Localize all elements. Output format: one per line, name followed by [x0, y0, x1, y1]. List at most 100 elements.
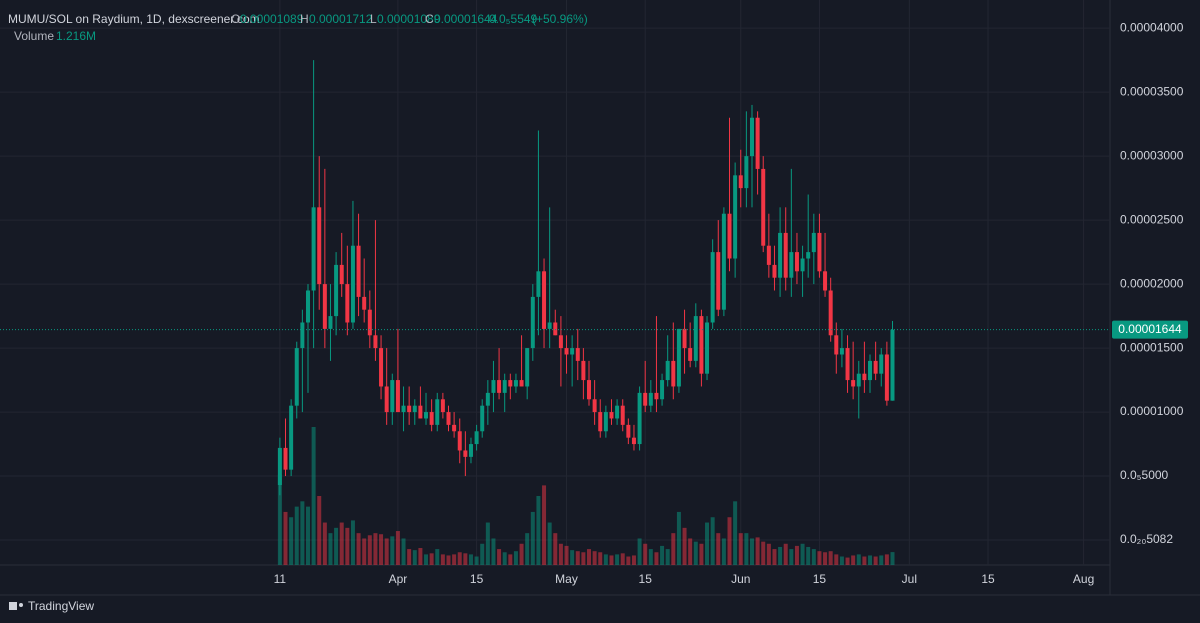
- candle-body: [727, 213, 732, 259]
- candle-body: [395, 380, 400, 413]
- x-tick-label: 11: [274, 572, 287, 586]
- legend-low: 0.00001089: [377, 12, 441, 26]
- volume-bar: [283, 511, 288, 565]
- volume-bar: [626, 556, 631, 565]
- candle-body: [811, 232, 816, 253]
- volume-bar: [322, 522, 327, 565]
- candle-body: [851, 380, 856, 387]
- x-tick-label: 15: [639, 572, 653, 586]
- candle-body: [407, 405, 412, 413]
- candle-body: [345, 284, 350, 323]
- candle-body: [564, 348, 569, 355]
- volume-bar: [356, 533, 361, 565]
- candle-body: [890, 329, 895, 401]
- volume-bar: [868, 555, 873, 565]
- volume-bar: [851, 555, 856, 565]
- candle-body: [609, 412, 614, 419]
- x-tick-label: 15: [470, 572, 484, 586]
- candle-body: [289, 405, 294, 470]
- volume-bar: [710, 517, 715, 565]
- volume-bar: [693, 541, 698, 565]
- brand-icon: [9, 602, 17, 610]
- volume-bar: [879, 555, 884, 565]
- candle-body: [693, 316, 698, 361]
- volume-bar: [440, 554, 445, 565]
- candle-body: [435, 399, 440, 425]
- candle-body: [440, 399, 445, 413]
- volume-title: Volume: [14, 29, 54, 43]
- volume-bar: [648, 549, 653, 565]
- y-tick-label: 0.0₅5000: [1120, 468, 1169, 482]
- candle-body: [491, 380, 496, 393]
- candle-body: [367, 309, 372, 336]
- volume-bar: [536, 496, 541, 565]
- volume-bar: [474, 556, 479, 565]
- candle-body: [665, 360, 670, 381]
- candle-body: [424, 412, 429, 419]
- volume-bar: [502, 552, 507, 565]
- grid: [0, 0, 1110, 565]
- candle-body: [761, 168, 766, 246]
- volume-bar: [300, 501, 305, 565]
- volume-bar: [609, 555, 614, 565]
- volume-bar: [637, 538, 642, 565]
- candle-body: [873, 360, 878, 374]
- volume-bar: [373, 533, 378, 565]
- volume-bar: [305, 506, 310, 565]
- volume-bar: [379, 534, 384, 565]
- volume-bar: [485, 522, 490, 565]
- candle-body: [643, 392, 648, 406]
- volume-bar: [547, 522, 552, 565]
- volume-bar: [558, 543, 563, 565]
- x-tick-label: 15: [981, 572, 995, 586]
- volume-bar: [856, 554, 861, 565]
- volume-bar: [643, 543, 648, 565]
- volume-bar: [862, 556, 867, 565]
- x-tick-label: Jul: [902, 572, 917, 586]
- candle-body: [311, 207, 316, 291]
- candle-body: [828, 290, 833, 336]
- volume-bar: [350, 520, 355, 565]
- candle-body: [834, 335, 839, 355]
- volume-bar: [468, 554, 473, 565]
- volume-bar: [412, 550, 417, 565]
- volume-bar: [671, 533, 676, 565]
- volume-bar: [592, 551, 597, 565]
- candle-body: [317, 207, 322, 285]
- volume-bar: [367, 535, 372, 565]
- legend-open: 0.00001089: [240, 12, 304, 26]
- legend-l: L: [370, 12, 377, 26]
- candle-body: [339, 264, 344, 285]
- volume-bar: [491, 538, 496, 565]
- y-tick-label: 0.0₂₀5082: [1120, 532, 1173, 546]
- candle-body: [699, 316, 704, 374]
- legend-change-pct: (+50.96%): [532, 12, 588, 26]
- candle-body: [603, 412, 608, 432]
- volume-bar: [530, 511, 535, 565]
- volume-bar: [452, 554, 457, 565]
- volume-bar: [294, 506, 299, 565]
- x-tick-label: Jun: [731, 572, 750, 586]
- volume-bar: [581, 552, 586, 565]
- candle-body: [620, 405, 625, 425]
- candle-body: [513, 380, 518, 387]
- candle-body: [497, 380, 502, 393]
- volume-bar: [384, 538, 389, 565]
- candle-body: [530, 296, 535, 349]
- candle-body: [390, 380, 395, 413]
- candle-body: [682, 328, 687, 349]
- volume-bar: [778, 546, 783, 565]
- volume-bar: [289, 517, 294, 565]
- candle-body: [373, 335, 378, 349]
- volume-bar: [418, 548, 423, 565]
- candle-body: [485, 392, 490, 406]
- volume-bar: [424, 554, 429, 565]
- candle-body: [744, 156, 749, 189]
- candle-body: [766, 245, 771, 265]
- y-tick-label: 0.00001000: [1120, 404, 1184, 418]
- volume-layer: [277, 427, 895, 565]
- y-tick-label: 0.00003000: [1120, 148, 1184, 162]
- candle-body: [553, 322, 558, 336]
